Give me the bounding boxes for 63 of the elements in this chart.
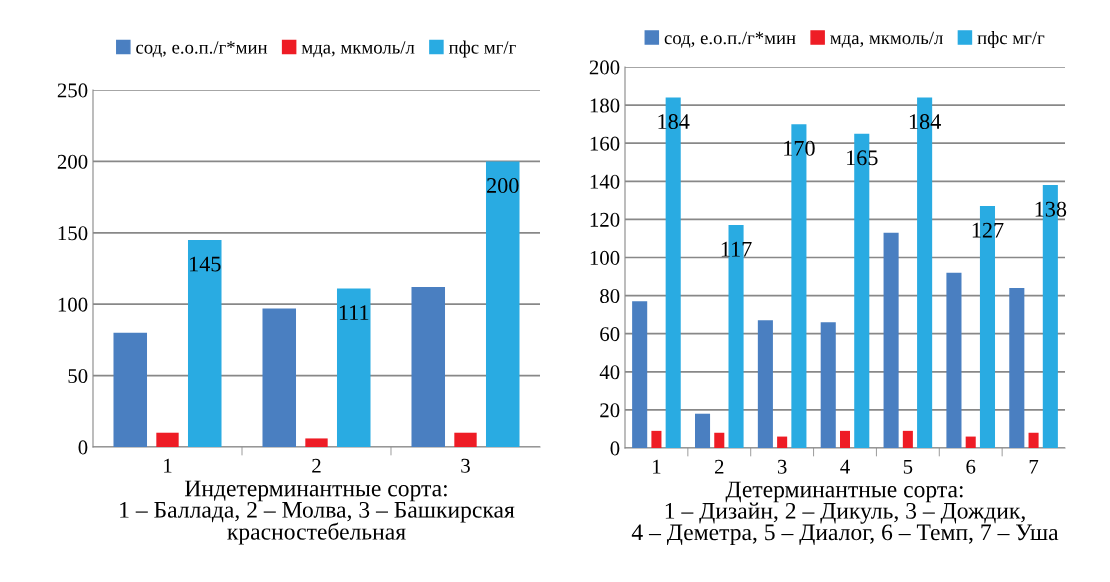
y-tick-label: 50 bbox=[68, 368, 88, 384]
x-tick-label: 5 bbox=[903, 459, 913, 474]
legend-label: пфс мг/г bbox=[448, 40, 516, 58]
x-tick-label: 2 bbox=[312, 458, 321, 473]
data-label: 170 bbox=[784, 140, 815, 156]
y-tick-label: 250 bbox=[57, 83, 88, 98]
x-tick-label: 1 bbox=[653, 459, 661, 474]
x-tick-label: 6 bbox=[966, 459, 976, 474]
x-tick-label: 1 bbox=[164, 458, 172, 473]
bar bbox=[632, 301, 648, 448]
bar bbox=[336, 288, 371, 447]
bar bbox=[946, 272, 962, 448]
bar bbox=[714, 432, 725, 448]
x-tick-label: 3 bbox=[461, 458, 470, 473]
y-tick-label: 60 bbox=[600, 327, 620, 342]
y-tick-label: 0 bbox=[610, 441, 620, 456]
bar bbox=[454, 432, 477, 447]
x-tick-label: 2 bbox=[714, 459, 724, 474]
bar bbox=[820, 322, 836, 448]
legend-label: мда, мкмоль/л bbox=[301, 41, 415, 58]
x-tick-label: 7 bbox=[1029, 459, 1039, 474]
bar bbox=[113, 332, 148, 447]
legend-label: сод, е.о.п./г*мин bbox=[136, 41, 268, 58]
x-tick-label: 3 bbox=[777, 459, 787, 474]
y-tick-label: 120 bbox=[590, 212, 620, 227]
bar bbox=[156, 432, 179, 447]
y-tick-label: 200 bbox=[57, 154, 88, 169]
y-tick-label: 80 bbox=[600, 288, 620, 304]
bar bbox=[1009, 287, 1025, 448]
y-tick-label: 0 bbox=[78, 440, 88, 455]
bar bbox=[1028, 432, 1039, 448]
y-tick-label: 200 bbox=[589, 60, 620, 75]
y-tick-label: 140 bbox=[590, 174, 620, 189]
y-tick-label: 180 bbox=[590, 98, 620, 113]
bar bbox=[262, 308, 297, 447]
y-tick-label: 150 bbox=[58, 226, 88, 241]
y-tick-label: 160 bbox=[590, 136, 620, 151]
bar bbox=[839, 430, 851, 448]
bar bbox=[777, 436, 788, 448]
legend-label: мда, мкмоль/л bbox=[830, 31, 943, 48]
bar bbox=[965, 436, 976, 448]
bar bbox=[694, 413, 711, 448]
y-tick-label: 100 bbox=[590, 250, 620, 265]
bar bbox=[757, 320, 773, 448]
data-label: 200 bbox=[487, 178, 519, 193]
y-tick-label: 100 bbox=[58, 297, 88, 312]
x-axis-title: Детерминантные сорта: 1 – Дизайн, 2 – Дикуль, 3 – Дождик, 4 – Деметра, 5 – Диалог, 6 – Темп, 7 – Уша bbox=[631, 481, 1059, 546]
y-tick-label: 20 bbox=[600, 403, 620, 418]
y-tick-label: 40 bbox=[599, 365, 620, 380]
bar bbox=[883, 232, 899, 448]
bar bbox=[485, 161, 520, 447]
bar bbox=[411, 287, 446, 447]
bar bbox=[305, 438, 328, 447]
x-axis-title: Индетерминантные сорта: 1 – Баллада, 2 – Молва, 3 – Башкирская красностебельная bbox=[120, 480, 515, 545]
bar bbox=[187, 239, 222, 447]
data-label: 117 bbox=[721, 241, 752, 257]
x-tick-label: 4 bbox=[840, 459, 850, 474]
data-label: 145 bbox=[190, 256, 221, 272]
data-label: 111 bbox=[339, 305, 369, 320]
legend-label: сод, е.о.п./г*мин bbox=[664, 31, 796, 48]
bar bbox=[902, 430, 913, 448]
bar bbox=[651, 430, 662, 448]
legend-label: пфс мг/г bbox=[977, 31, 1045, 49]
